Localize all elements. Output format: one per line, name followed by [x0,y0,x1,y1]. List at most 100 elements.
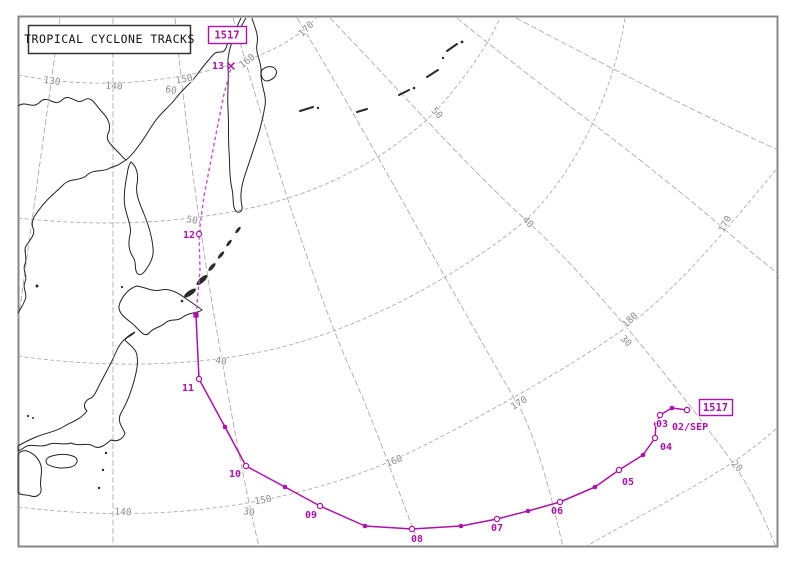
meridian-170w [456,17,779,275]
track-point-open-circle [656,411,664,419]
track-point-filled-circle [362,523,368,529]
track-point-open-circle [556,498,564,506]
graticule-label: 180 [620,310,640,330]
track-point-open-circle [408,525,416,533]
track-date-label: 12 [183,230,195,241]
track-date-labels: 02/SEP 03 04 05 06 07 08 09 10 11 12 13 [181,60,710,547]
track-point-open-circle [195,230,203,238]
track-date-label: 11 [182,383,194,394]
graticule-label: 60 [164,84,177,97]
graticule-label: 150 [254,494,273,508]
graticule-meridians [17,17,779,548]
track-date-label: 13 [212,61,224,72]
island [426,69,439,78]
graticule-labels: 130 1401501601701401501601701801706050403… [42,18,746,520]
graticule-label: 170 [509,394,530,413]
island [235,226,241,234]
island [35,284,39,288]
parallel-50n [17,17,501,224]
graticule-label: 140 [105,81,123,93]
track-end-cross-marker [226,61,236,71]
small-islands [26,284,124,490]
coastlines [17,17,464,497]
island [32,417,34,419]
track-point-open-circle [651,434,659,442]
title-box-border [27,24,192,55]
track-point-open-circle [683,406,691,414]
island [446,43,458,52]
storm-id-box [698,398,734,417]
island [208,263,216,271]
storm-track [193,61,691,533]
island [217,251,225,259]
storm-id-boxes: 1517 1517 [207,25,734,417]
island [104,451,108,455]
track-point-filled-circle [222,424,228,430]
track-line-solid [195,314,688,530]
graticule-label: 40 [214,355,227,368]
track-point-filled-circle [282,484,288,490]
coast-shikoku [45,453,78,469]
island [441,56,445,60]
island [316,106,320,110]
graticule-label: 160 [384,453,404,470]
track-point-open-circle [493,515,501,523]
track-point-open-circle [316,502,324,510]
graticule-parallels [17,17,779,548]
island [412,86,416,90]
meridian-160w [515,17,779,151]
graticule-label: 30 [242,506,255,519]
map-title-box: TROPICAL CYCLONE TRACKS [24,24,195,55]
meridian-180 [329,17,777,548]
track-point-open-circle [195,375,203,383]
meridian-150e [174,17,260,548]
track-date-label: 02/SEP [672,422,708,433]
coast-hokkaido [118,285,203,336]
coast-sakhalin [123,161,154,276]
track-line-dashed [195,67,232,316]
parallel-60n [17,17,317,84]
coast-karaginsky-island [260,66,277,82]
island [226,239,232,247]
map-title: TROPICAL CYCLONE TRACKS [24,32,195,46]
graticule-label: 30 [618,333,634,349]
map-frame [17,15,779,548]
aleutian-islands [299,40,464,113]
track-point-filled-circle [592,484,598,490]
track-date-label: 04 [660,442,672,453]
island [26,414,30,418]
track-date-label: 09 [305,510,317,521]
island [460,40,464,44]
coast-kyushu [17,450,43,497]
parallel-20n [584,426,779,548]
graticule-label: 160 [237,52,258,71]
track-point-square [193,312,199,318]
parallel-30n [17,166,779,514]
island [196,274,208,286]
island [180,299,184,303]
coast-kamchatka [227,17,266,213]
island [184,288,196,298]
storm-id-label: 1517 [214,30,239,42]
track-point-filled-circle [458,523,464,529]
track-point-filled-circle [669,405,675,411]
graticule-label: 170 [717,214,735,235]
island [120,285,124,289]
graticule-label: 130 [43,75,62,88]
storm-id-label: 1517 [703,402,728,414]
coast-siberia-uda [17,96,127,161]
island [356,108,368,113]
track-date-label: 10 [229,469,241,480]
coast-honshu [17,331,138,452]
meridian-170e [296,17,564,548]
track-point-open-circle [242,462,250,470]
track-date-label: 05 [622,477,634,488]
track-date-label: 08 [411,534,423,545]
island [398,89,410,96]
meridian-130e [17,17,61,323]
coast-siberia [17,17,247,314]
track-point-filled-circle [640,452,646,458]
track-point-open-circle [615,466,623,474]
